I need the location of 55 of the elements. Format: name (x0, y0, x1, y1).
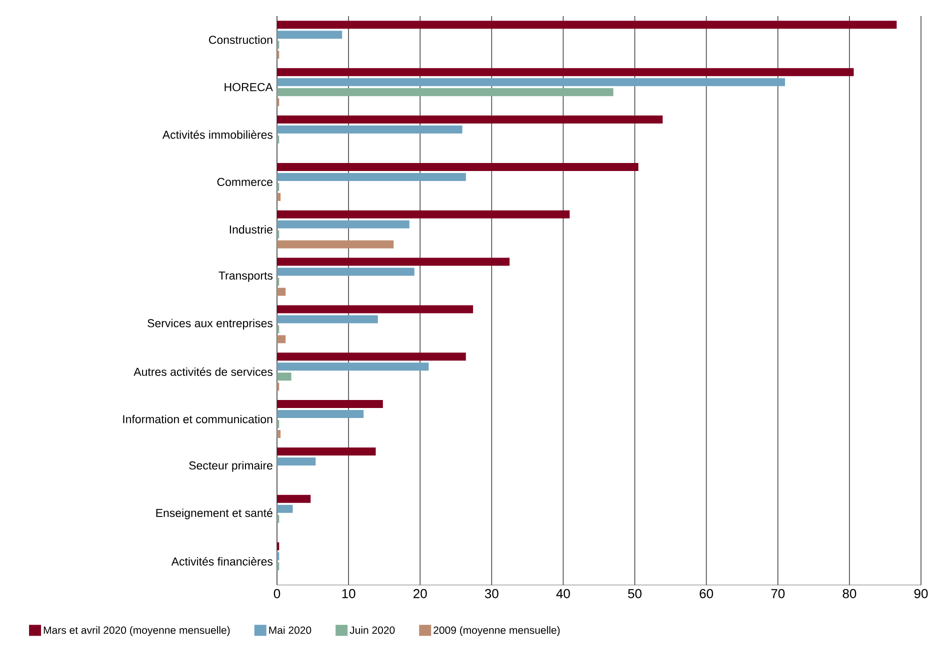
y-tick-label: Industrie (230, 225, 272, 234)
y-tick-label: Information et communication (123, 414, 272, 424)
x-tick-label: 40 (556, 589, 570, 598)
bar (277, 88, 614, 96)
y-tick-label: Commerce (217, 178, 272, 186)
x-tick-label: 60 (700, 589, 714, 598)
bar (277, 430, 281, 438)
bar (277, 240, 394, 248)
legend-label: Juin 2020 (350, 626, 395, 634)
bar (277, 335, 286, 344)
bar (277, 258, 510, 266)
bar (277, 116, 663, 124)
y-tick-label: Secteur primaire (189, 461, 272, 472)
bar (277, 220, 410, 228)
bar (277, 172, 466, 181)
bar (277, 352, 466, 361)
x-tick-label: 70 (771, 589, 785, 598)
bar (277, 268, 414, 276)
bar (277, 126, 462, 134)
bar (277, 457, 316, 466)
bar (277, 315, 378, 324)
x-tick-label: 20 (414, 589, 427, 598)
x-tick-label: 30 (484, 589, 498, 598)
bar (277, 447, 376, 456)
x-tick-label: 10 (342, 589, 356, 598)
y-tick-label: Transports (218, 272, 273, 282)
x-tick-label: 0 (274, 589, 280, 598)
x-tick-label: 90 (914, 589, 928, 598)
bar (277, 288, 286, 296)
x-tick-label: 50 (628, 589, 642, 598)
y-tick-label: Activités immobilières (162, 130, 273, 139)
x-tick-label: 80 (842, 589, 856, 598)
bar (277, 362, 429, 371)
legend-label: 2009 (moyenne mensuelle) (434, 626, 560, 636)
bar (277, 162, 638, 171)
bar (277, 410, 364, 418)
bar (277, 78, 786, 86)
bar (277, 400, 383, 408)
bar (277, 494, 311, 503)
y-tick-label: HORECA (224, 83, 273, 92)
bar (277, 210, 570, 218)
legend-label: Mars et avril 2020 (moyenne mensuelle) (44, 626, 230, 636)
bar (277, 372, 292, 381)
bar (277, 30, 342, 39)
bar (277, 68, 854, 76)
bar (277, 504, 293, 513)
y-tick-label: Autres activités de services (134, 367, 273, 376)
y-tick-label: Construction (208, 35, 272, 44)
bar (277, 192, 281, 201)
bar (277, 305, 474, 314)
y-tick-label: Activités financières (171, 556, 273, 566)
legend-label: Mai 2020 (269, 626, 312, 634)
y-tick-label: Services aux entreprises (148, 318, 273, 330)
bar (277, 20, 897, 29)
y-tick-label: Enseignement et santé (156, 508, 272, 520)
